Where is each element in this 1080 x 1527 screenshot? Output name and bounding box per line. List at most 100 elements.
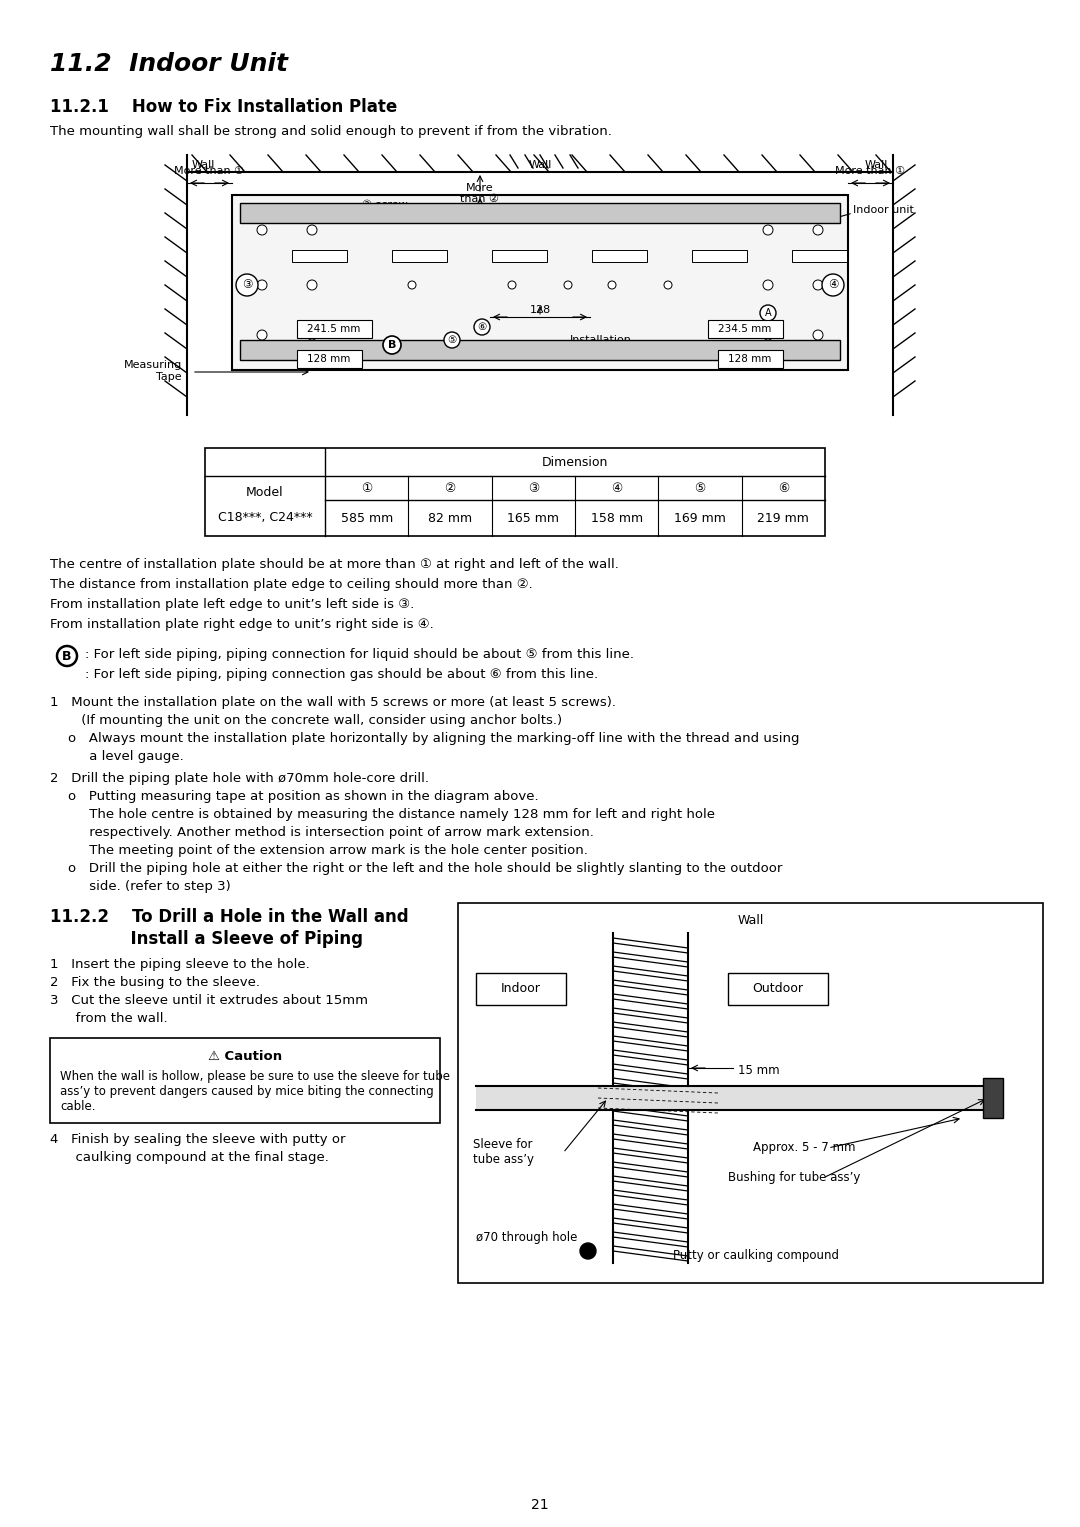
Circle shape	[762, 224, 773, 235]
Bar	[708, 321, 783, 337]
Text: B: B	[388, 341, 396, 350]
Text: : For left side piping, piping connection gas should be about ⑥ from this line.: : For left side piping, piping connectio…	[85, 667, 598, 681]
Text: Measuring: Measuring	[124, 360, 183, 370]
Text: 11.2  Indoor Unit: 11.2 Indoor Unit	[50, 52, 288, 76]
Bar	[232, 195, 848, 370]
Circle shape	[237, 273, 258, 296]
Circle shape	[257, 224, 267, 235]
Text: More than ①: More than ①	[174, 166, 244, 176]
Text: Wall: Wall	[192, 160, 215, 169]
Text: o   Putting measuring tape at position as shown in the diagram above.: o Putting measuring tape at position as …	[68, 789, 539, 803]
Circle shape	[813, 279, 823, 290]
Text: A: A	[765, 308, 771, 318]
Text: ①: ①	[361, 481, 373, 495]
Bar	[792, 250, 847, 263]
Bar	[205, 447, 825, 536]
Text: ③: ③	[528, 481, 539, 495]
Circle shape	[307, 279, 318, 290]
Text: Installation: Installation	[570, 334, 632, 345]
Text: from the wall.: from the wall.	[50, 1012, 167, 1025]
Text: The meeting point of the extension arrow mark is the hole center position.: The meeting point of the extension arrow…	[68, 844, 588, 857]
Text: B: B	[63, 649, 71, 663]
Text: ④: ④	[827, 278, 838, 292]
Bar	[392, 250, 447, 263]
Text: Dimension: Dimension	[542, 455, 608, 469]
Circle shape	[664, 281, 672, 289]
Text: 11.2.1    How to Fix Installation Plate: 11.2.1 How to Fix Installation Plate	[50, 98, 397, 116]
Text: Sleeve for: Sleeve for	[473, 1139, 532, 1151]
Bar	[476, 973, 566, 1005]
Text: tube ass’y: tube ass’y	[473, 1153, 534, 1165]
Text: Indoor unit: Indoor unit	[853, 205, 914, 215]
Circle shape	[580, 1243, 596, 1258]
Bar	[458, 902, 1043, 1283]
Circle shape	[307, 224, 318, 235]
Text: The centre of installation plate should be at more than ① at right and left of t: The centre of installation plate should …	[50, 557, 619, 571]
Text: caulking compound at the final stage.: caulking compound at the final stage.	[50, 1151, 329, 1164]
Bar	[297, 321, 372, 337]
Text: (If mounting the unit on the concrete wall, consider using anchor bolts.): (If mounting the unit on the concrete wa…	[60, 715, 562, 727]
Circle shape	[608, 281, 616, 289]
Text: The mounting wall shall be strong and solid enough to prevent if from the vibrat: The mounting wall shall be strong and so…	[50, 125, 612, 137]
Text: From installation plate right edge to unit’s right side is ④.: From installation plate right edge to un…	[50, 618, 434, 631]
Text: ③: ③	[242, 278, 253, 292]
Text: 234.5 mm: 234.5 mm	[718, 324, 772, 334]
Text: Outdoor: Outdoor	[753, 982, 804, 996]
Bar	[476, 1086, 988, 1110]
Bar	[240, 203, 840, 223]
Text: More than ①: More than ①	[835, 166, 905, 176]
Text: 11.2.2    To Drill a Hole in the Wall and: 11.2.2 To Drill a Hole in the Wall and	[50, 909, 408, 925]
Text: The hole centre is obtained by measuring the distance namely 128 mm for left and: The hole centre is obtained by measuring…	[68, 808, 715, 822]
Text: o   Drill the piping hole at either the right or the left and the hole should be: o Drill the piping hole at either the ri…	[68, 863, 782, 875]
Text: 2   Drill the piping plate hole with ø70mm hole-core drill.: 2 Drill the piping plate hole with ø70mm…	[50, 773, 429, 785]
Text: 15 mm: 15 mm	[738, 1063, 780, 1077]
Circle shape	[307, 330, 318, 341]
Circle shape	[762, 330, 773, 341]
Text: 585 mm: 585 mm	[340, 512, 393, 524]
Text: 128: 128	[529, 305, 551, 315]
Circle shape	[813, 330, 823, 341]
Bar	[50, 1038, 440, 1122]
Text: 3   Cut the sleeve until it extrudes about 15mm: 3 Cut the sleeve until it extrudes about…	[50, 994, 368, 1006]
Text: 1   Mount the installation plate on the wall with 5 screws or more (at least 5 s: 1 Mount the installation plate on the wa…	[50, 696, 616, 709]
Circle shape	[760, 305, 777, 321]
Circle shape	[474, 319, 490, 334]
Text: 169 mm: 169 mm	[674, 512, 726, 524]
Text: Wall: Wall	[738, 915, 764, 927]
Text: 241.5 mm: 241.5 mm	[308, 324, 361, 334]
Bar	[292, 250, 347, 263]
Text: a level gauge.: a level gauge.	[68, 750, 184, 764]
Text: ⑤: ⑤	[694, 481, 705, 495]
Circle shape	[408, 281, 416, 289]
Text: 82 mm: 82 mm	[428, 512, 472, 524]
Text: Putty or caulking compound: Putty or caulking compound	[673, 1249, 839, 1261]
Text: 158 mm: 158 mm	[591, 512, 643, 524]
Circle shape	[383, 336, 401, 354]
Text: 1   Insert the piping sleeve to the hole.: 1 Insert the piping sleeve to the hole.	[50, 957, 310, 971]
Text: o   Always mount the installation plate horizontally by aligning the marking-off: o Always mount the installation plate ho…	[68, 731, 799, 745]
Text: 219 mm: 219 mm	[757, 512, 809, 524]
Text: Install a Sleeve of Piping: Install a Sleeve of Piping	[50, 930, 363, 948]
Circle shape	[444, 331, 460, 348]
Text: ø70 through hole: ø70 through hole	[476, 1231, 578, 1245]
Text: From installation plate left edge to unit’s left side is ③.: From installation plate left edge to uni…	[50, 599, 415, 611]
Text: ② screw: ② screw	[362, 200, 408, 211]
Circle shape	[257, 330, 267, 341]
Text: The distance from installation plate edge to ceiling should more than ②.: The distance from installation plate edg…	[50, 579, 532, 591]
Text: respectively. Another method is intersection point of arrow mark extension.: respectively. Another method is intersec…	[68, 826, 594, 838]
Bar	[592, 250, 647, 263]
Bar	[613, 933, 688, 1263]
Circle shape	[257, 279, 267, 290]
Text: Bushing for tube ass’y: Bushing for tube ass’y	[728, 1171, 861, 1185]
Bar	[240, 341, 840, 360]
Bar	[983, 1078, 1003, 1118]
Text: : For left side piping, piping connection for liquid should be about ⑤ from this: : For left side piping, piping connectio…	[85, 647, 634, 661]
Text: ⑥: ⑥	[477, 322, 487, 331]
Text: Wall: Wall	[528, 160, 552, 169]
Text: 165 mm: 165 mm	[508, 512, 559, 524]
Bar	[492, 250, 546, 263]
Text: ④: ④	[611, 481, 622, 495]
Circle shape	[822, 273, 843, 296]
Text: Indoor: Indoor	[501, 982, 541, 996]
Bar	[297, 350, 362, 368]
